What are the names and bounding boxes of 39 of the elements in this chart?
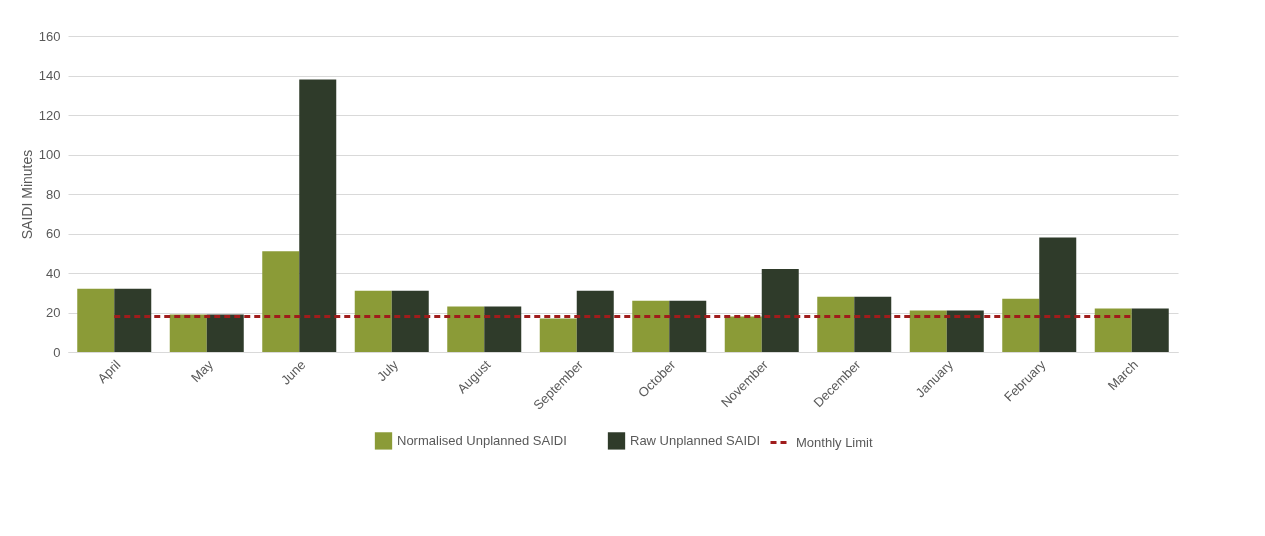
- y-tick-label: 60: [46, 226, 61, 241]
- bar: [484, 306, 522, 352]
- y-axis-title: SAIDI Minutes: [18, 149, 35, 240]
- y-tick-label: 40: [46, 265, 61, 281]
- y-tick-label: 100: [38, 147, 61, 162]
- bar: [576, 290, 614, 352]
- y-tick-label: 160: [38, 28, 61, 44]
- x-tick-label: May: [187, 356, 217, 386]
- bar: [114, 288, 152, 352]
- x-tick-label: July: [373, 356, 402, 385]
- bar: [1002, 298, 1040, 352]
- bar: [262, 251, 300, 352]
- y-tick-label: 80: [46, 186, 61, 202]
- bar: [1039, 237, 1077, 352]
- y-tick-label: 0: [53, 344, 61, 360]
- y-tick-label: 140: [38, 68, 61, 83]
- legend-label: Raw Unplanned SAIDI: [630, 432, 761, 448]
- bar: [77, 288, 115, 352]
- bar: [169, 314, 207, 352]
- bar: [946, 310, 984, 352]
- bar: [854, 296, 892, 352]
- bar: [724, 316, 762, 352]
- bar: [354, 290, 392, 352]
- bar: [669, 300, 707, 352]
- y-tick-label: 120: [38, 107, 61, 123]
- bar: [206, 314, 244, 352]
- bar: [632, 300, 670, 352]
- bar: [1131, 308, 1169, 352]
- bar: [391, 290, 429, 352]
- bar: [817, 296, 855, 352]
- y-tick-label: 20: [46, 305, 61, 320]
- legend-label: Normalised Unplanned SAIDI: [397, 432, 567, 448]
- bar: [1094, 308, 1132, 352]
- bar: [539, 318, 577, 352]
- bar: [299, 79, 337, 352]
- legend-label: Monthly Limit: [796, 434, 873, 450]
- bar: [761, 269, 799, 352]
- bar: [909, 310, 947, 352]
- bar: [447, 306, 485, 352]
